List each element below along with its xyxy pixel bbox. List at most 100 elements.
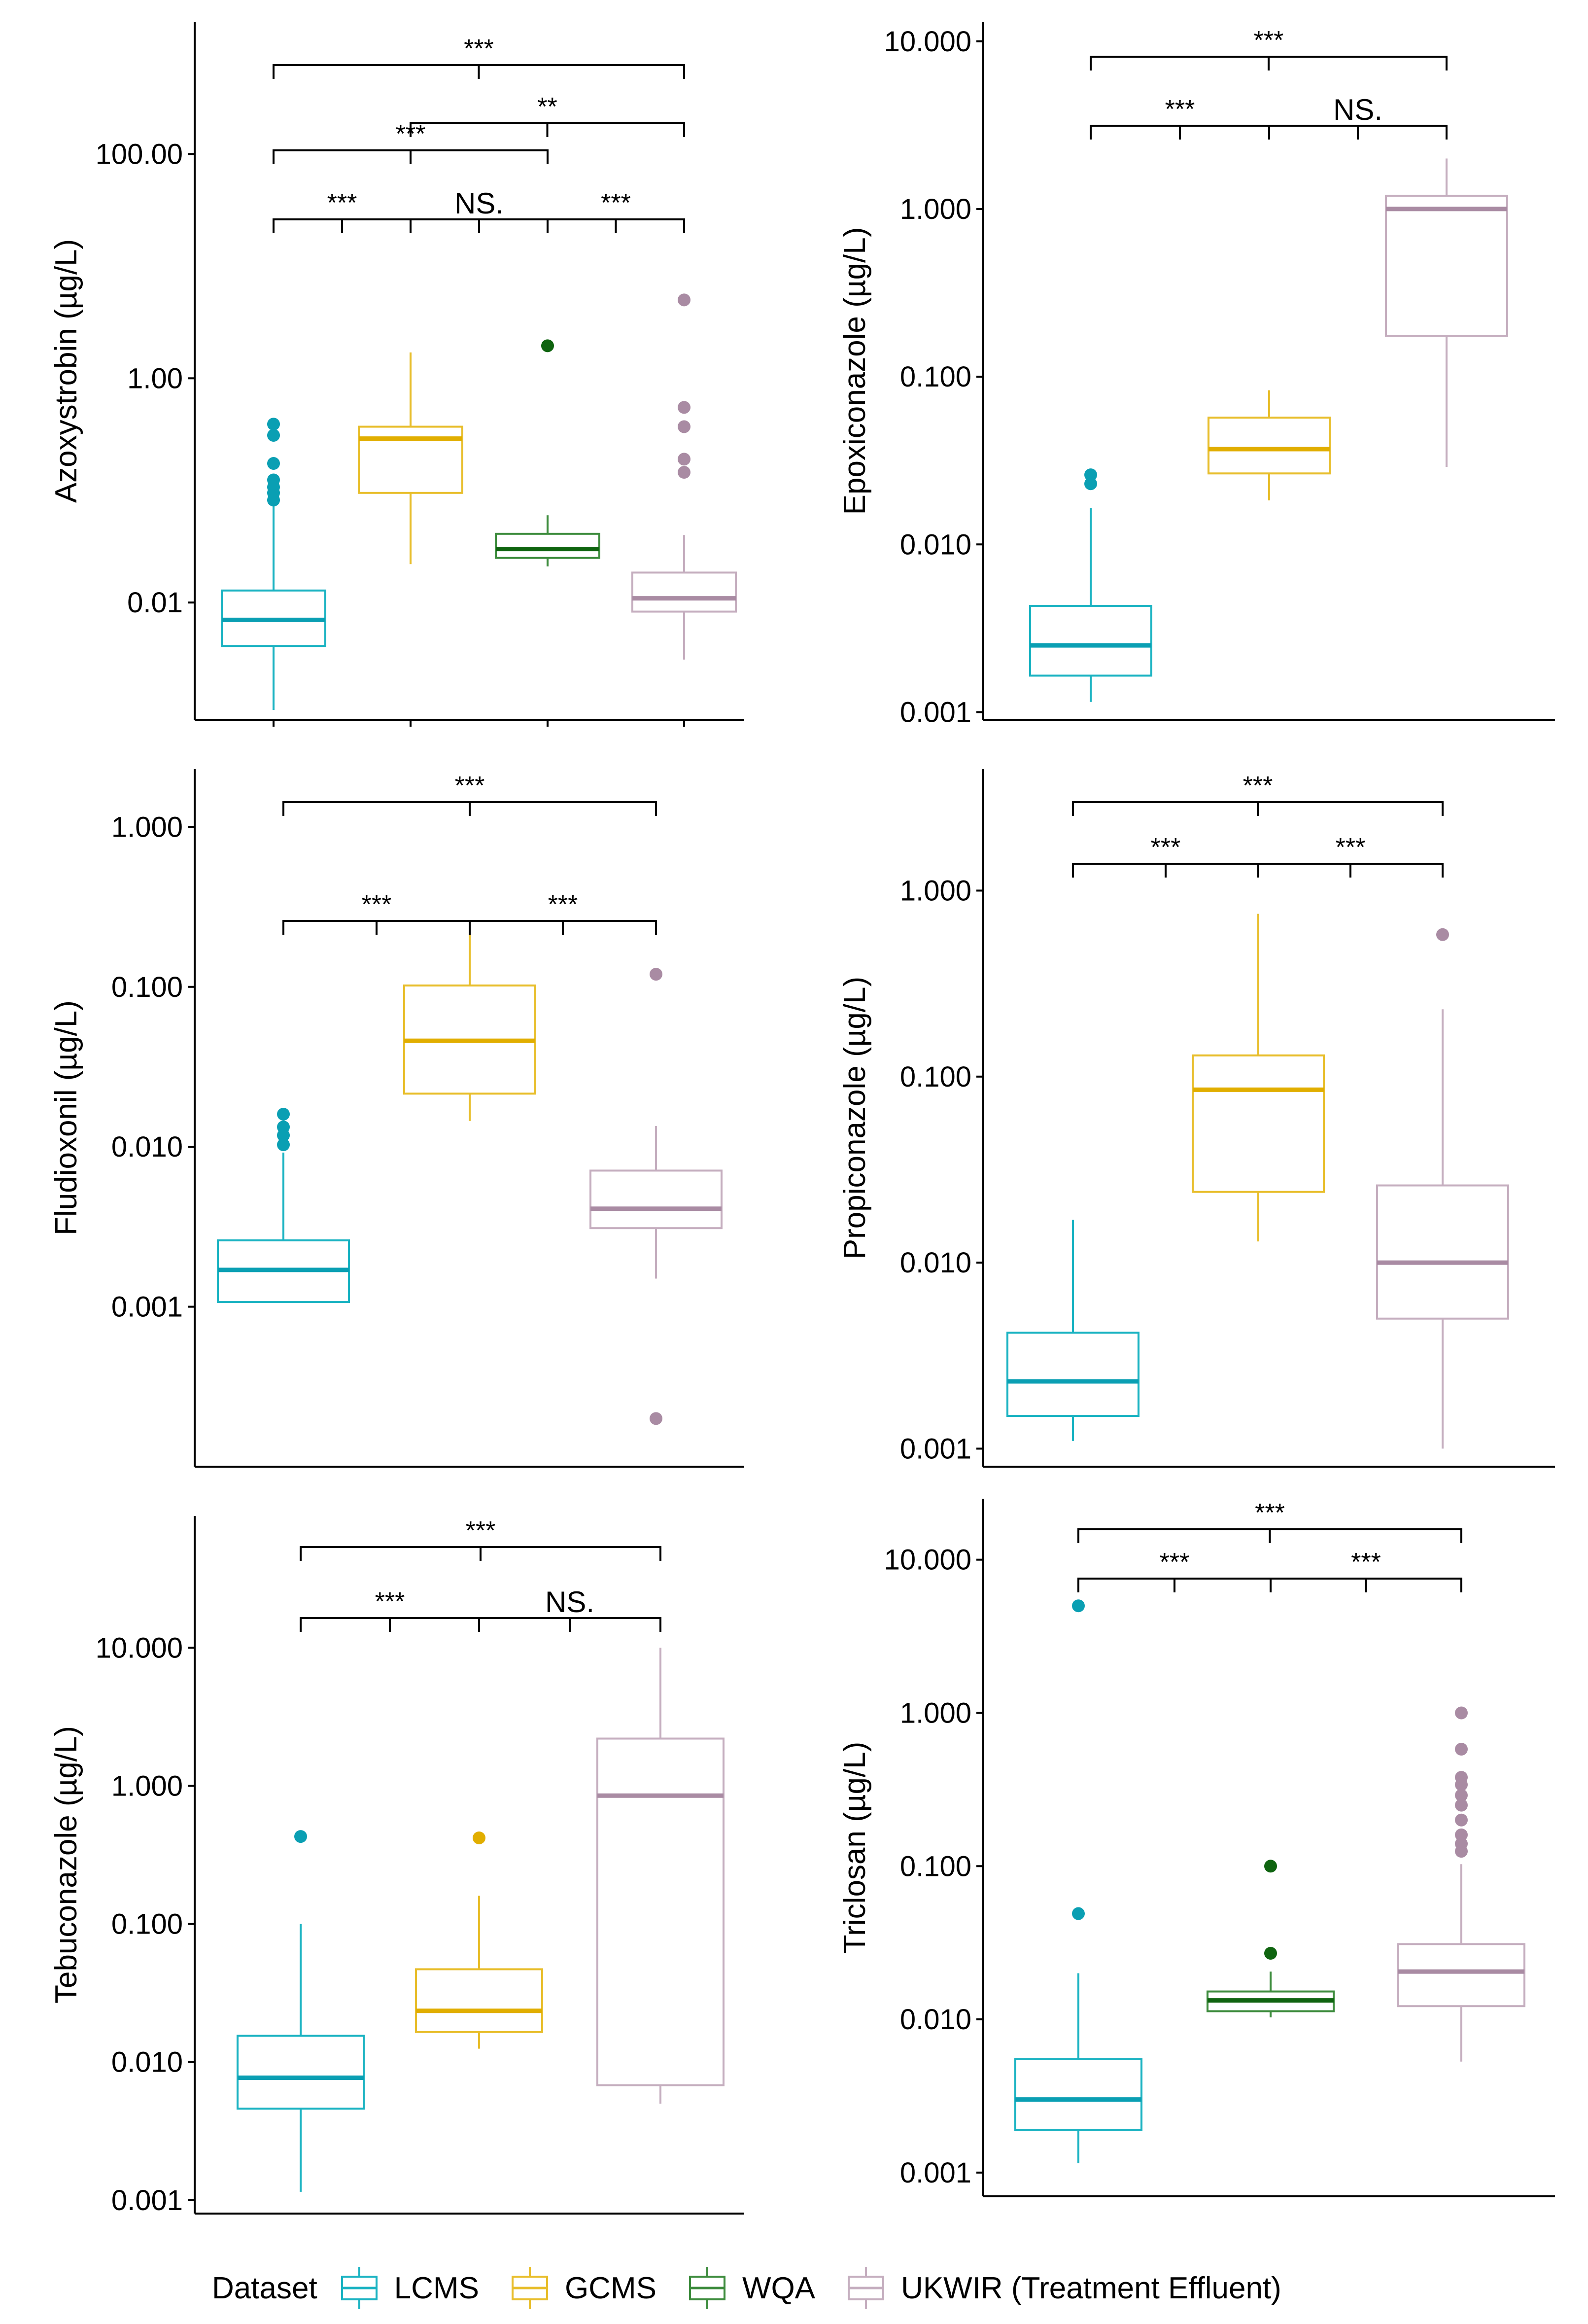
outlier-point-ukwir-treatment-effluent: [650, 968, 662, 981]
y-tick-label: 0.001: [111, 1291, 183, 1323]
y-tick-label: 10.000: [884, 1544, 971, 1576]
panel-3-fludioxonil: 1.000 0.100 0.010 0.001 Fludioxonil (µg/L) **…: [49, 769, 744, 1468]
y-tick-label: 1.000: [900, 1697, 971, 1729]
significance-label: ***: [1165, 95, 1195, 124]
significance-label: ***: [464, 35, 494, 63]
panel-5-tebuconazole: 10.000 1.000 0.100 0.010 0.001 Tebuconazole (…: [49, 1516, 744, 2217]
significance-label: ***: [1254, 26, 1284, 55]
y-tick-label: 0.100: [900, 1061, 971, 1093]
significance-label: ***: [362, 890, 392, 919]
y-tick-label: 10.000: [884, 26, 971, 58]
outlier-point-ukwir-treatment-effluent: [678, 293, 690, 307]
outlier-point-ukwir-treatment-effluent: [1455, 1706, 1468, 1720]
y-tick-label: 0.001: [900, 696, 971, 728]
y-tick-label: 1.000: [111, 1770, 183, 1802]
box-gcms: [1208, 417, 1331, 475]
box-ukwir-treatment-effluent: [596, 1737, 725, 2086]
y-tick-label: 0.100: [111, 1908, 183, 1940]
legend-key-wqa: [689, 2267, 725, 2309]
outlier-point-ukwir-treatment-effluent: [1455, 1798, 1468, 1812]
legend-item-ukwir: UKWIR (Treatment Effluent): [844, 2266, 1281, 2310]
y-tick-label: 0.100: [900, 1850, 971, 1882]
outlier-point-ukwir-treatment-effluent: [1455, 1789, 1468, 1802]
outlier-point-wqa: [1264, 1946, 1277, 1960]
outlier-point-lcms: [294, 1830, 307, 1843]
outlier-point-wqa: [541, 339, 554, 352]
box-lcms: [1014, 2058, 1142, 2131]
y-tick-label: 1.00: [127, 362, 183, 394]
outlier-point-ukwir-treatment-effluent: [650, 1412, 662, 1425]
box-lcms: [1029, 604, 1152, 677]
significance-label: ***: [1243, 772, 1273, 800]
legend-key-gcms: [511, 2267, 548, 2309]
significance-label: ***: [396, 120, 426, 148]
significance-label: **: [537, 93, 557, 121]
significance-label: ***: [1336, 833, 1366, 862]
outlier-point-lcms: [277, 1107, 290, 1121]
outlier-point-ukwir-treatment-effluent: [1455, 1828, 1468, 1841]
outlier-point-lcms: [267, 418, 280, 431]
outlier-point-wqa: [1264, 1860, 1277, 1873]
box-lcms: [1006, 1332, 1139, 1417]
significance-label: ***: [548, 890, 578, 919]
outlier-point-lcms: [1072, 1599, 1085, 1613]
y-tick-label: 10.000: [96, 1632, 183, 1664]
y-axis-title: Propiconazole (µg/L): [838, 977, 872, 1259]
outlier-point-lcms: [1072, 1907, 1085, 1920]
significance-label: ***: [1151, 833, 1181, 862]
outlier-point-ukwir-treatment-effluent: [678, 420, 690, 433]
outlier-point-ukwir-treatment-effluent: [1455, 1778, 1468, 1792]
y-axis-title: Triclosan (µg/L): [838, 1742, 872, 1954]
significance-label: NS.: [545, 1585, 594, 1619]
box-gcms: [415, 1968, 543, 2033]
significance-label: ***: [466, 1516, 496, 1545]
outlier-point-ukwir-treatment-effluent: [1455, 1742, 1468, 1756]
outlier-point-lcms: [1084, 477, 1097, 491]
y-tick-label: 0.001: [111, 2184, 183, 2217]
legend-key-ukwir: [848, 2267, 885, 2309]
significance-label: NS.: [1333, 93, 1382, 126]
y-axis-title: Azoxystrobin (µg/L): [49, 239, 83, 503]
y-tick-label: 0.010: [111, 1131, 183, 1163]
y-tick-label: 0.010: [900, 1247, 971, 1279]
box-lcms: [237, 2035, 365, 2110]
y-tick-label: 0.100: [900, 361, 971, 393]
significance-label: NS.: [454, 187, 504, 220]
outlier-point-gcms: [473, 1831, 485, 1844]
significance-label: ***: [1351, 1548, 1381, 1577]
legend-item-gcms: GCMS: [508, 2266, 656, 2310]
outlier-point-ukwir-treatment-effluent: [678, 401, 690, 414]
outlier-point-lcms: [1084, 468, 1097, 482]
outlier-point-lcms: [277, 1138, 290, 1152]
legend-label-ukwir: UKWIR (Treatment Effluent): [901, 2271, 1281, 2305]
legend-label-wqa: WQA: [742, 2271, 816, 2305]
y-tick-label: 1.000: [900, 193, 971, 225]
box-wqa: [495, 532, 600, 559]
significance-label: ***: [375, 1587, 405, 1616]
y-axis-title: Epoxiconazole (µg/L): [838, 227, 872, 515]
box-ukwir-treatment-effluent: [589, 1169, 723, 1230]
significance-label: ***: [1160, 1548, 1190, 1577]
y-tick-label: 0.001: [900, 2157, 971, 2189]
outlier-point-ukwir-treatment-effluent: [678, 453, 690, 466]
y-tick-label: 0.010: [900, 528, 971, 561]
outlier-point-ukwir-treatment-effluent: [678, 466, 690, 479]
panel-2-epoxiconazole: 10.000 1.000 0.100 0.010 0.001 Epoxiconazole …: [838, 22, 1555, 728]
outlier-point-lcms: [267, 493, 280, 507]
y-tick-label: 0.010: [900, 2004, 971, 2036]
y-tick-label: 0.010: [111, 2046, 183, 2078]
box-gcms: [1192, 1054, 1325, 1193]
significance-label: ***: [327, 189, 357, 217]
y-axis-title: Fludioxonil (µg/L): [49, 1000, 83, 1235]
outlier-point-lcms: [267, 457, 280, 470]
y-tick-label: 1.000: [900, 875, 971, 907]
y-tick-label: 0.001: [900, 1433, 971, 1465]
y-tick-label: 100.00: [96, 138, 183, 170]
significance-label: ***: [1255, 1499, 1285, 1527]
legend-item-lcms: LCMS: [337, 2266, 479, 2310]
legend-item-wqa: WQA: [685, 2266, 815, 2310]
outlier-point-lcms: [267, 428, 280, 442]
outlier-point-ukwir-treatment-effluent: [1436, 928, 1449, 941]
